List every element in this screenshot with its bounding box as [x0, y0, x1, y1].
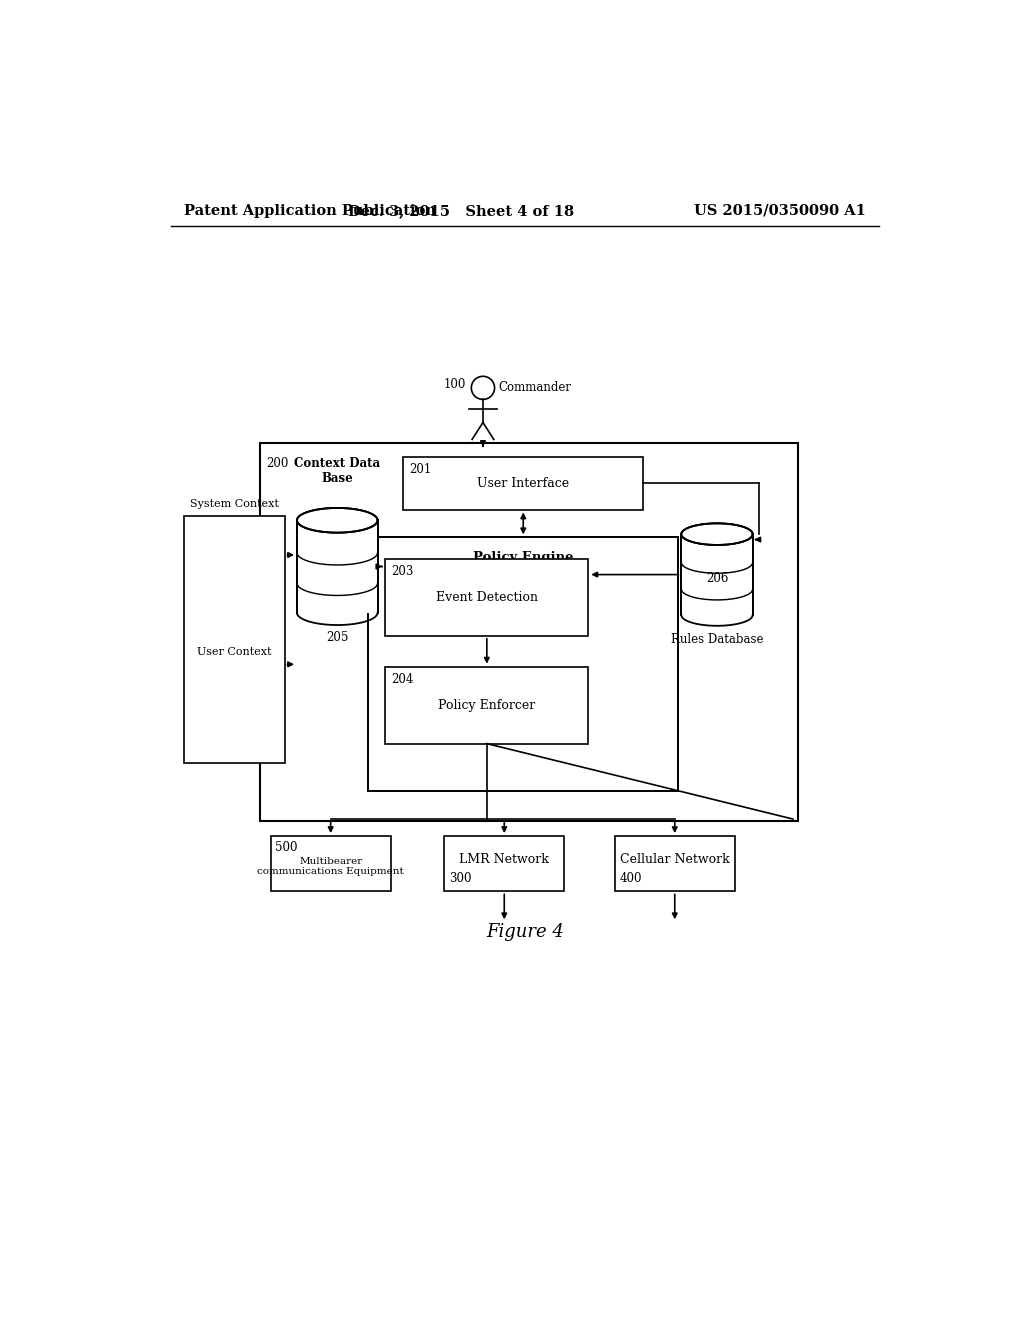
Bar	[385, 558, 589, 636]
Text: Cellular Network: Cellular Network	[620, 853, 730, 866]
Text: Patent Application Publication: Patent Application Publication	[183, 203, 436, 218]
Text: 206: 206	[706, 572, 728, 585]
Text: Multibearer
communications Equipment: Multibearer communications Equipment	[257, 857, 404, 876]
Bar	[183, 516, 285, 763]
Text: Figure 4: Figure 4	[485, 923, 564, 941]
Text: Rules Database: Rules Database	[671, 634, 763, 647]
Text: Policy Enforcer: Policy Enforcer	[438, 698, 536, 711]
Bar	[403, 457, 643, 510]
Text: LMR Network: LMR Network	[460, 853, 549, 866]
Text: 300: 300	[449, 873, 471, 886]
Bar	[270, 836, 391, 891]
Text: 205: 205	[326, 631, 348, 644]
Bar	[297, 520, 378, 612]
Text: Commander: Commander	[499, 381, 571, 395]
Text: System Context: System Context	[189, 499, 279, 508]
Text: Context Data
Base: Context Data Base	[294, 457, 380, 484]
Text: US 2015/0350090 A1: US 2015/0350090 A1	[693, 203, 865, 218]
Bar	[385, 667, 589, 743]
Text: 203: 203	[391, 565, 414, 578]
Ellipse shape	[681, 524, 753, 545]
Bar	[369, 537, 678, 791]
Bar	[260, 444, 799, 821]
Text: 200: 200	[266, 457, 289, 470]
Ellipse shape	[297, 508, 378, 533]
Text: 201: 201	[410, 463, 431, 477]
Text: User Interface: User Interface	[477, 477, 569, 490]
Text: User Context: User Context	[197, 647, 271, 657]
Text: 400: 400	[620, 873, 642, 886]
Bar	[444, 836, 564, 891]
Text: Event Detection: Event Detection	[436, 591, 538, 603]
Text: Dec. 3, 2015   Sheet 4 of 18: Dec. 3, 2015 Sheet 4 of 18	[348, 203, 574, 218]
Text: Policy Engine: Policy Engine	[473, 552, 573, 564]
Text: 100: 100	[443, 378, 466, 391]
Text: 204: 204	[391, 673, 414, 686]
Text: 500: 500	[275, 841, 298, 854]
Bar	[614, 836, 735, 891]
Bar	[681, 535, 753, 615]
